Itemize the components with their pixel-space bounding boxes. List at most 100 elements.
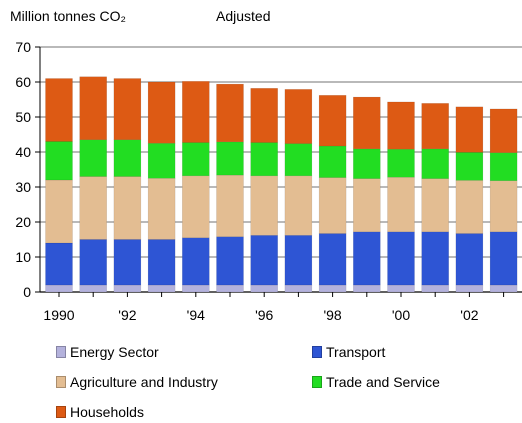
bar-segment-1996-trade-and-service: [250, 142, 278, 177]
y-tick-label: 30: [15, 179, 31, 195]
bar-segment-1999-transport: [353, 231, 381, 286]
y-axis-label: Million tonnes CO₂: [10, 8, 126, 24]
bar-segment-2001-transport: [421, 231, 449, 286]
legend-label-households: Households: [70, 404, 144, 420]
legend-item-transport: Transport: [312, 344, 385, 360]
bar-segment-1992-households: [113, 78, 142, 140]
bar-segment-2000-transport: [387, 231, 415, 286]
bar-segment-1996-transport: [250, 235, 278, 286]
legend-swatch-trade-service: [312, 376, 322, 388]
bar-segment-1993-households: [147, 81, 176, 144]
bar-segment-1993-agriculture-and-industry: [147, 178, 176, 240]
bar-segment-2001-households: [421, 103, 449, 150]
bar-segment-1992-trade-and-service: [113, 139, 142, 177]
bar-segment-1991-trade-and-service: [79, 139, 107, 177]
bar-segment-1994-agriculture-and-industry: [182, 175, 210, 239]
x-tick-label: '98: [323, 307, 341, 323]
x-tick-label: 1990: [43, 307, 74, 323]
bar-segment-1996-energy-sector: [250, 284, 278, 293]
bar-segment-1994-energy-sector: [182, 284, 210, 293]
bar-segment-1992-transport: [113, 239, 142, 286]
bar-segment-1991-transport: [79, 239, 107, 286]
legend-label-agriculture-industry: Agriculture and Industry: [70, 374, 218, 390]
bar-segment-2003-households: [489, 108, 518, 153]
bar-segment-1997-households: [284, 89, 313, 144]
bar-segment-1990-trade-and-service: [45, 141, 73, 181]
bar-segment-1995-energy-sector: [216, 284, 244, 293]
bar-segment-1997-energy-sector: [284, 284, 313, 293]
legend-label-energy-sector: Energy Sector: [70, 344, 159, 360]
bar-segment-1990-agriculture-and-industry: [45, 179, 73, 244]
bar-segment-1998-transport: [318, 233, 347, 286]
bar-segment-1993-transport: [147, 239, 176, 286]
x-tick-label: '02: [460, 307, 478, 323]
y-tick-label: 50: [15, 109, 31, 125]
bar-segment-1997-transport: [284, 235, 313, 286]
bar-segment-1991-agriculture-and-industry: [79, 176, 107, 240]
y-tick-label: 40: [15, 144, 31, 160]
bar-segment-1990-households: [45, 78, 73, 142]
x-tick-label: '92: [118, 307, 136, 323]
legend-item-energy-sector: Energy Sector: [56, 344, 159, 360]
bar-segment-2001-trade-and-service: [421, 148, 449, 179]
bar-segment-1991-households: [79, 76, 107, 140]
bar-segment-2003-agriculture-and-industry: [489, 180, 518, 233]
bar-segment-2000-trade-and-service: [387, 148, 415, 178]
bar-segment-2003-trade-and-service: [489, 152, 518, 181]
adjusted-note: Adjusted: [216, 8, 271, 24]
y-tick-label: 70: [15, 39, 31, 55]
bar-segment-2000-agriculture-and-industry: [387, 176, 415, 233]
bar-segment-1998-agriculture-and-industry: [318, 177, 347, 234]
bar-segment-1998-households: [318, 95, 347, 147]
legend-item-households: Households: [56, 404, 144, 420]
legend-item-agriculture-industry: Agriculture and Industry: [56, 374, 218, 390]
y-tick-label: 0: [23, 284, 31, 300]
bar-segment-1993-energy-sector: [147, 284, 176, 293]
bar-segment-1995-trade-and-service: [216, 141, 244, 176]
legend-item-trade-service: Trade and Service: [312, 374, 440, 390]
legend-swatch-households: [56, 406, 66, 418]
bar-segment-1996-agriculture-and-industry: [250, 175, 278, 236]
bar-segment-1994-households: [182, 81, 210, 143]
bar-segment-1995-agriculture-and-industry: [216, 174, 244, 237]
bar-segment-2001-energy-sector: [421, 284, 449, 293]
bar-segment-1999-trade-and-service: [353, 148, 381, 179]
bar-segment-2002-trade-and-service: [455, 152, 484, 181]
bar-segment-1994-trade-and-service: [182, 142, 210, 177]
bar-segment-1996-households: [250, 88, 278, 143]
y-tick-label: 20: [15, 214, 31, 230]
bar-segment-2001-agriculture-and-industry: [421, 178, 449, 233]
bar-segment-1997-trade-and-service: [284, 143, 313, 177]
legend-label-trade-service: Trade and Service: [326, 374, 440, 390]
bar-segment-2002-energy-sector: [455, 284, 484, 293]
bar-segment-1995-households: [216, 83, 244, 143]
bar-segment-1999-households: [353, 96, 381, 150]
bar-segment-1991-energy-sector: [79, 284, 107, 293]
bar-segment-1990-energy-sector: [45, 284, 73, 293]
bar-segment-1992-energy-sector: [113, 284, 142, 293]
legend-swatch-agriculture-industry: [56, 376, 66, 388]
bar-segment-1997-agriculture-and-industry: [284, 175, 313, 236]
bar-segment-1994-transport: [182, 237, 210, 286]
bar-segment-1995-transport: [216, 236, 244, 286]
bar-segment-2002-agriculture-and-industry: [455, 180, 484, 234]
bar-segment-2002-households: [455, 106, 484, 153]
bar-segment-1998-energy-sector: [318, 284, 347, 293]
bar-segment-2000-households: [387, 101, 415, 150]
bar-segment-1992-agriculture-and-industry: [113, 176, 142, 240]
bar-segment-2003-transport: [489, 231, 518, 286]
x-tick-label: '96: [255, 307, 273, 323]
legend: Energy Sector Transport Agriculture and …: [56, 340, 522, 420]
y-tick-label: 60: [15, 74, 31, 90]
bar-segment-2003-energy-sector: [489, 284, 518, 293]
bar-segment-1993-trade-and-service: [147, 143, 176, 179]
x-tick-label: '00: [392, 307, 410, 323]
bar-segment-1999-agriculture-and-industry: [353, 178, 381, 233]
x-tick-label: '94: [187, 307, 205, 323]
bar-segment-2000-energy-sector: [387, 284, 415, 293]
legend-label-transport: Transport: [326, 344, 386, 360]
y-tick-label: 10: [15, 249, 31, 265]
bar-segment-1999-energy-sector: [353, 284, 381, 293]
legend-swatch-energy-sector: [56, 346, 66, 358]
